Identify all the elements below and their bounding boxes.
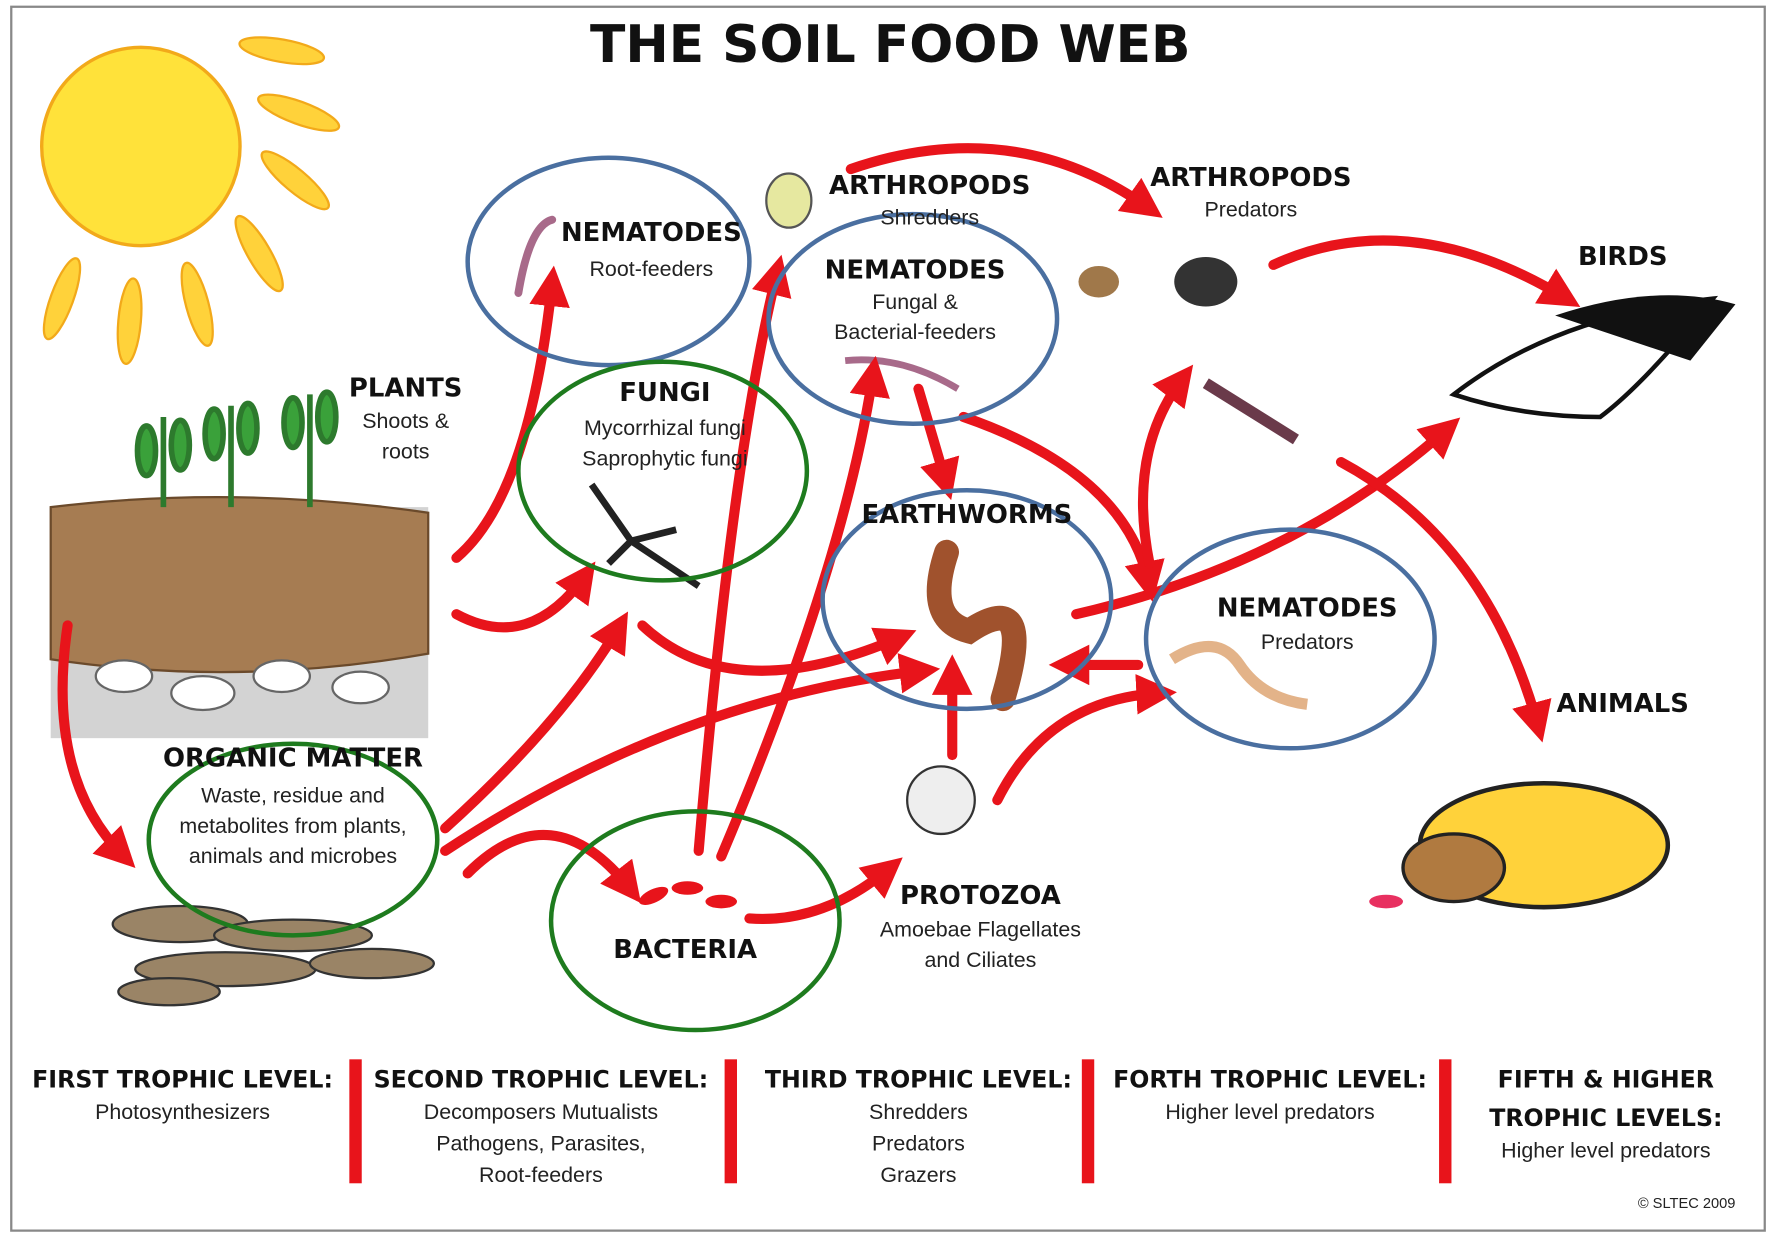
node-text: Mycorrhizal fungi — [584, 416, 746, 440]
node-label: EARTHWORMS — [861, 500, 1072, 530]
level-text: Pathogens, Parasites, — [436, 1132, 645, 1156]
node-text: Root-feeders — [589, 257, 713, 281]
level-title: THIRD TROPHIC LEVEL: — [765, 1065, 1072, 1093]
node-label: PROTOZOA — [900, 881, 1061, 911]
node-text: Bacterial-feeders — [834, 320, 996, 344]
node-label: ARTHROPODS — [829, 171, 1030, 201]
node-label: FUNGI — [619, 378, 710, 408]
node-text: Predators — [1204, 197, 1297, 221]
node-label: ARTHROPODS — [1150, 163, 1351, 193]
node-text: and Ciliates — [924, 948, 1036, 972]
level-title: FIRST TROPHIC LEVEL: — [32, 1065, 333, 1093]
level-text: Root-feeders — [479, 1163, 603, 1187]
level-text: Grazers — [880, 1163, 956, 1187]
level-text: Shredders — [869, 1100, 968, 1124]
node-text: roots — [382, 440, 430, 464]
node-text: Fungal & — [872, 290, 958, 314]
level-text: Predators — [872, 1132, 965, 1156]
node-label: NEMATODES — [825, 255, 1006, 285]
node-text: animals and microbes — [189, 844, 397, 868]
node-label: ANIMALS — [1557, 689, 1689, 719]
node-text: Waste, residue and — [201, 783, 385, 807]
diagram: THE SOIL FOOD WEB © SLTEC 2009 PLANTS Sho… — [0, 0, 1767, 1234]
level-text: Higher level predators — [1501, 1138, 1710, 1162]
node-text: Amoebae Flagellates — [880, 917, 1081, 941]
level-text: Photosynthesizers — [95, 1100, 270, 1124]
level-title: SECOND TROPHIC LEVEL: — [374, 1065, 709, 1093]
title: THE SOIL FOOD WEB — [590, 15, 1191, 75]
node-label: NEMATODES — [1217, 593, 1398, 623]
level-text: Decomposers Mutualists — [424, 1100, 658, 1124]
node-text: metabolites from plants, — [179, 814, 406, 838]
node-label: PLANTS — [349, 374, 463, 404]
node-label: BACTERIA — [613, 935, 757, 965]
level-title: FIFTH & HIGHER — [1498, 1065, 1714, 1093]
node-text: Shoots & — [362, 409, 449, 433]
level-title: FORTH TROPHIC LEVEL: — [1113, 1065, 1427, 1093]
node-label: NEMATODES — [561, 218, 742, 248]
node-text: Saprophytic fungi — [582, 446, 747, 470]
level-text: Higher level predators — [1165, 1100, 1374, 1124]
copyright: © SLTEC 2009 — [1638, 1196, 1736, 1212]
node-label: ORGANIC MATTER — [163, 743, 423, 773]
node-label: BIRDS — [1578, 242, 1667, 272]
node-text: Shredders — [880, 205, 979, 229]
level-title: TROPHIC LEVELS: — [1489, 1104, 1722, 1132]
node-text: Predators — [1261, 630, 1354, 654]
